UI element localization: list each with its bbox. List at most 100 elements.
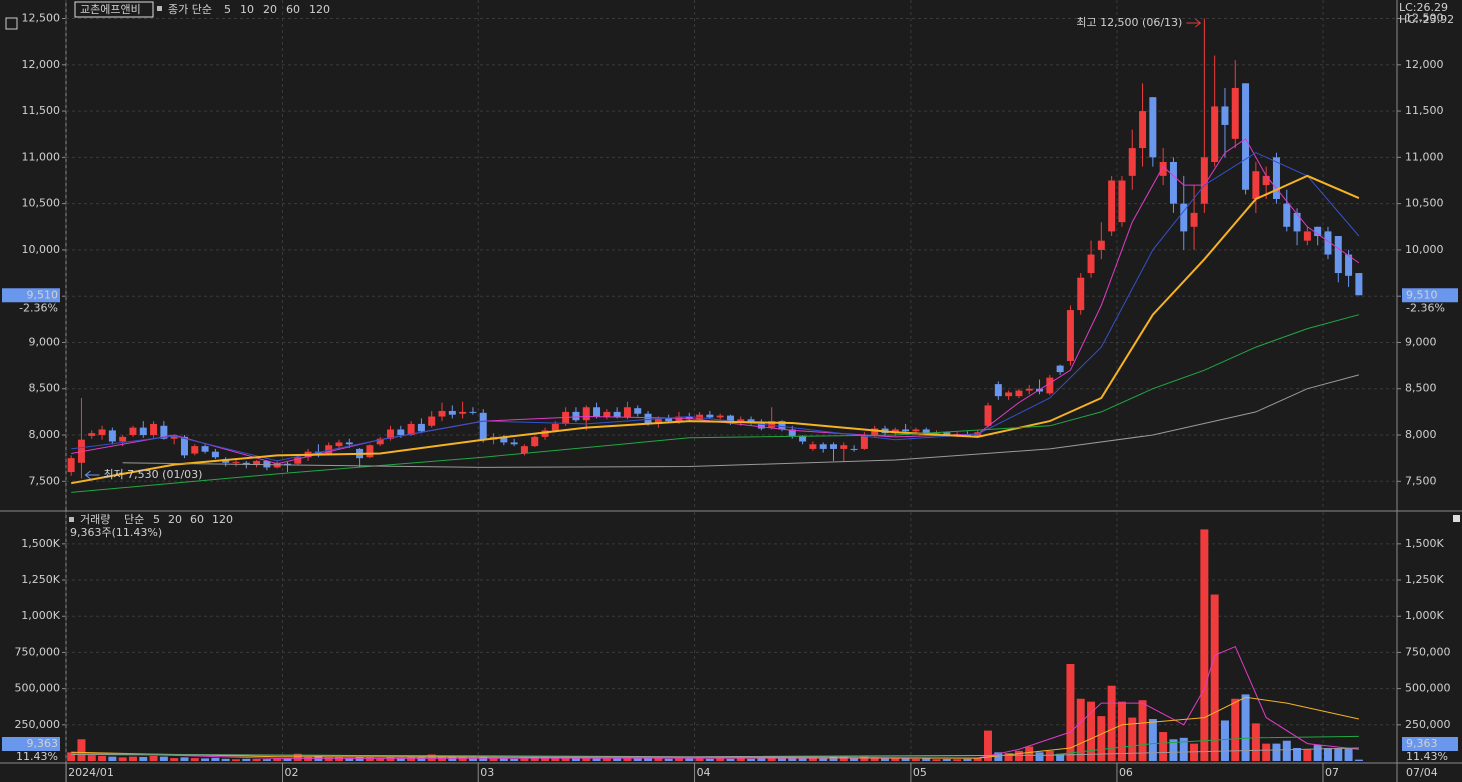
candle-body [520,446,528,454]
legend-box [74,1,154,18]
volume-bar [922,758,931,761]
legend-entry: 120 [309,3,330,16]
candle-body [397,429,405,436]
candle-body [675,416,683,422]
candle-body [1149,97,1157,158]
candle-body [129,427,137,436]
volume-bar [479,756,488,761]
x-tick-label: 04 [697,766,711,779]
last-price-badge [2,288,60,303]
volume-bar [819,757,828,761]
candle-body [139,427,147,436]
volume-bar [293,753,302,761]
volume-bar [1056,753,1065,761]
candle-body [809,444,817,449]
close-icon[interactable] [1453,515,1460,522]
volume-bar [1107,685,1116,761]
candle-body [98,429,106,436]
moving-average-line [71,174,1360,485]
candle-body [253,460,261,465]
volume-bar [633,758,642,761]
volume-bar [767,756,776,761]
volume-bar [1169,739,1178,761]
volume-bar [1200,529,1209,761]
volume-bar [984,730,993,761]
candle-body [1005,392,1013,397]
candle-body [531,436,539,447]
candle-body [438,410,446,417]
y-tick-label: 10,500 [22,197,61,210]
candle-body [1180,203,1188,232]
last-price-badge [1402,288,1458,303]
change-label: -2.36% [1406,301,1445,314]
volume-bar [705,758,714,761]
volume-bar [1334,747,1343,761]
y-tick-label: 750,000 [15,645,61,658]
volume-bar [139,756,148,761]
volume-bar [273,758,282,761]
candle-body [603,411,611,417]
y-tick-label: 12,000 [22,58,61,71]
candle-body [510,442,518,445]
candle-body [1077,277,1085,311]
candle-body [1283,203,1291,227]
candle-body [232,461,240,463]
volume-bar [613,757,622,761]
y-tick-label: 11,500 [1405,104,1444,117]
volume-bar [654,758,663,761]
candle-body [922,429,930,434]
candle-body [1025,388,1033,391]
volume-bar [1014,750,1023,761]
last-volume-label: 9,363 [27,737,59,750]
volume-title: 거래량 [80,513,110,526]
volume-bar [201,758,210,761]
volume-bar [911,758,920,761]
volume-bar [777,757,786,761]
candle-body [1303,231,1311,241]
candle-body [778,421,786,430]
volume-bar [592,757,601,761]
volume-bar [1262,743,1271,761]
volume-bar [252,758,261,761]
volume-bar [262,759,271,761]
share-label: 11.43% [1406,750,1448,763]
candle-body [1200,157,1208,204]
moving-average-line [71,747,1359,758]
y-tick-label: 1,250K [1405,573,1444,586]
volume-bar [582,756,591,761]
menu-icon[interactable] [5,17,18,30]
volume-bar [1066,664,1075,761]
y-tick-label: 11,500 [22,104,61,117]
volume-bar [541,756,550,761]
volume-bar [1313,745,1322,761]
volume-bar [77,739,86,761]
candle-body [572,411,580,421]
volume-bar [747,758,756,761]
volume-bar [1138,700,1147,761]
y-tick-label: 7,500 [1405,474,1437,487]
candle-body [1293,212,1301,232]
volume-bar [1159,732,1168,761]
candle-body [696,414,704,420]
y-tick-label: 1,250K [21,573,60,586]
candle-body [1334,236,1342,274]
candle-body [902,429,910,432]
candle-body [1087,254,1095,274]
volume-bar [1035,752,1044,761]
volume-bar [149,755,158,761]
date-label: 07/04 [1406,766,1438,779]
change-label: -2.36% [19,301,58,314]
volume-bar [942,758,951,761]
volume-bar [1128,717,1137,761]
candle-body [1190,212,1198,227]
volume-bar [1231,698,1240,761]
volume-bar [1251,723,1260,761]
candle-body [1097,240,1105,250]
legend-label: 단순 [124,513,144,526]
volume-bar [190,758,199,761]
volume-bar [67,752,76,761]
volume-bar [499,758,508,761]
candle-body [1262,175,1270,186]
volume-bar [396,757,405,761]
